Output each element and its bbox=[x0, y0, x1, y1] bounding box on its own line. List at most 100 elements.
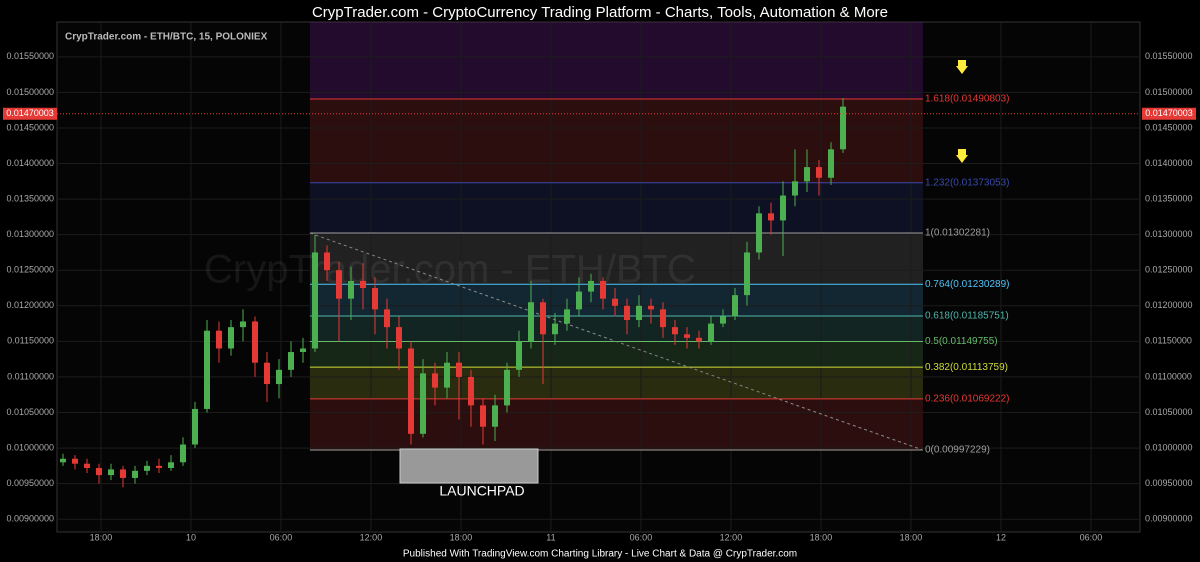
price-label: 0.01470003 bbox=[6, 108, 54, 118]
footer: Published With TradingView.com Charting … bbox=[403, 549, 797, 560]
candle-body bbox=[228, 327, 234, 349]
candle-body bbox=[528, 302, 534, 342]
candle-body bbox=[108, 469, 114, 476]
y-tick-label-right: 0.01550000 bbox=[1145, 51, 1193, 61]
fib-label: 1.618(0.01490803) bbox=[925, 94, 1010, 105]
candle-body bbox=[312, 252, 318, 349]
candle-body bbox=[444, 362, 450, 388]
y-tick-label: 0.01100000 bbox=[7, 371, 54, 381]
x-tick-label: 18:00 bbox=[810, 532, 833, 542]
fib-zone bbox=[309, 367, 923, 399]
candle-body bbox=[276, 369, 282, 385]
candle-body bbox=[492, 405, 498, 427]
candle-body bbox=[456, 362, 462, 377]
fib-label: 0(0.00997229) bbox=[925, 445, 990, 456]
price-label-right: 0.01470003 bbox=[1145, 108, 1193, 118]
candle-body bbox=[72, 458, 78, 464]
grid: 0.01550000 0.01550000 0.01500000 0.01500000… bbox=[6, 22, 1193, 542]
candle-body bbox=[720, 316, 726, 324]
candle-body bbox=[840, 106, 846, 150]
candle-body bbox=[576, 291, 582, 310]
x-tick-label: 18:00 bbox=[900, 532, 923, 542]
candle-body bbox=[192, 408, 198, 445]
y-tick-label: 0.01050000 bbox=[6, 407, 54, 417]
y-tick-label: 0.01200000 bbox=[6, 300, 54, 310]
y-tick-label: 0.01250000 bbox=[6, 265, 54, 275]
candle-body bbox=[768, 213, 774, 221]
candle-body bbox=[504, 369, 510, 406]
x-tick-label: 12:00 bbox=[360, 532, 383, 542]
y-tick-label-right: 0.00950000 bbox=[1145, 478, 1193, 488]
candle-body bbox=[732, 295, 738, 317]
y-tick-label-right: 0.01350000 bbox=[1145, 193, 1193, 203]
candle-body bbox=[480, 405, 486, 427]
candle-body bbox=[336, 270, 342, 299]
banner bbox=[0, 0, 1200, 22]
x-tick-label: 06:00 bbox=[1080, 532, 1103, 542]
y-tick-label: 0.01150000 bbox=[7, 336, 54, 346]
x-tick-label: 12 bbox=[996, 532, 1006, 542]
fib-label: 0.764(0.01230289) bbox=[925, 279, 1010, 290]
candle-body bbox=[252, 321, 258, 363]
candle-body bbox=[168, 462, 174, 468]
candle-body bbox=[120, 469, 126, 478]
fib-zone bbox=[309, 398, 923, 451]
y-tick-label: 0.01000000 bbox=[6, 442, 54, 452]
x-tick-label: 10 bbox=[186, 532, 196, 542]
candle-body bbox=[648, 305, 654, 310]
y-tick-label: 0.01350000 bbox=[6, 193, 54, 203]
candle-body bbox=[240, 321, 246, 328]
candle-body bbox=[96, 467, 102, 476]
plot-content: 1.618(0.01490803) 1.232(0.01373053) 1(0.01… bbox=[3, 94, 1196, 488]
candle-body bbox=[756, 213, 762, 253]
candle-body bbox=[564, 309, 570, 324]
y-tick-label-right: 0.01100000 bbox=[1145, 371, 1192, 381]
candle-body bbox=[816, 167, 822, 178]
candle-body bbox=[408, 348, 414, 434]
plot-area bbox=[56, 21, 1141, 533]
y-tick-label: 0.00900000 bbox=[6, 514, 54, 524]
candle-body bbox=[804, 167, 810, 182]
arrow-icon bbox=[956, 149, 968, 163]
candle-body bbox=[744, 252, 750, 296]
fib-zone bbox=[309, 22, 923, 99]
x-tick-label: 06:00 bbox=[630, 532, 653, 542]
candle-body bbox=[780, 195, 786, 221]
candle-body bbox=[288, 352, 294, 370]
candle-body bbox=[672, 327, 678, 335]
x-tick-label: 11 bbox=[546, 532, 555, 542]
candle-body bbox=[420, 373, 426, 434]
launchpad-box bbox=[399, 448, 539, 484]
candle-body bbox=[540, 302, 546, 335]
y-tick-label-right: 0.01450000 bbox=[1145, 122, 1193, 132]
candle-body bbox=[396, 327, 402, 349]
x-tick-label: 18:00 bbox=[90, 532, 113, 542]
y-tick-label: 0.01450000 bbox=[6, 122, 54, 132]
fib-label: 0.382(0.01113759) bbox=[925, 362, 1008, 373]
y-tick-label: 0.01400000 bbox=[6, 158, 54, 168]
y-tick-label-right: 0.00900000 bbox=[1145, 514, 1193, 524]
y-tick-label: 0.01550000 bbox=[6, 51, 54, 61]
y-tick-label-right: 0.01400000 bbox=[1145, 158, 1193, 168]
y-tick-label-right: 0.01250000 bbox=[1145, 265, 1193, 275]
candle-body bbox=[588, 280, 594, 292]
candle-body bbox=[144, 465, 150, 471]
price-box bbox=[1142, 107, 1196, 120]
candle-body bbox=[612, 298, 618, 306]
x-tick-label: 06:00 bbox=[270, 532, 293, 542]
candle-body bbox=[792, 181, 798, 196]
candle-body bbox=[180, 444, 186, 463]
y-tick-label: 0.00950000 bbox=[6, 478, 54, 488]
candle-body bbox=[60, 458, 66, 463]
y-tick-label-right: 0.01000000 bbox=[1145, 442, 1193, 452]
candle-body bbox=[708, 323, 714, 342]
candle-body bbox=[132, 470, 138, 478]
fib-label: 0.236(0.01069222) bbox=[925, 393, 1010, 404]
candle-body bbox=[552, 323, 558, 335]
y-tick-label: 0.01500000 bbox=[6, 87, 54, 97]
y-tick-label-right: 0.01150000 bbox=[1145, 336, 1192, 346]
price-box bbox=[3, 107, 57, 120]
candle-body bbox=[516, 341, 522, 370]
